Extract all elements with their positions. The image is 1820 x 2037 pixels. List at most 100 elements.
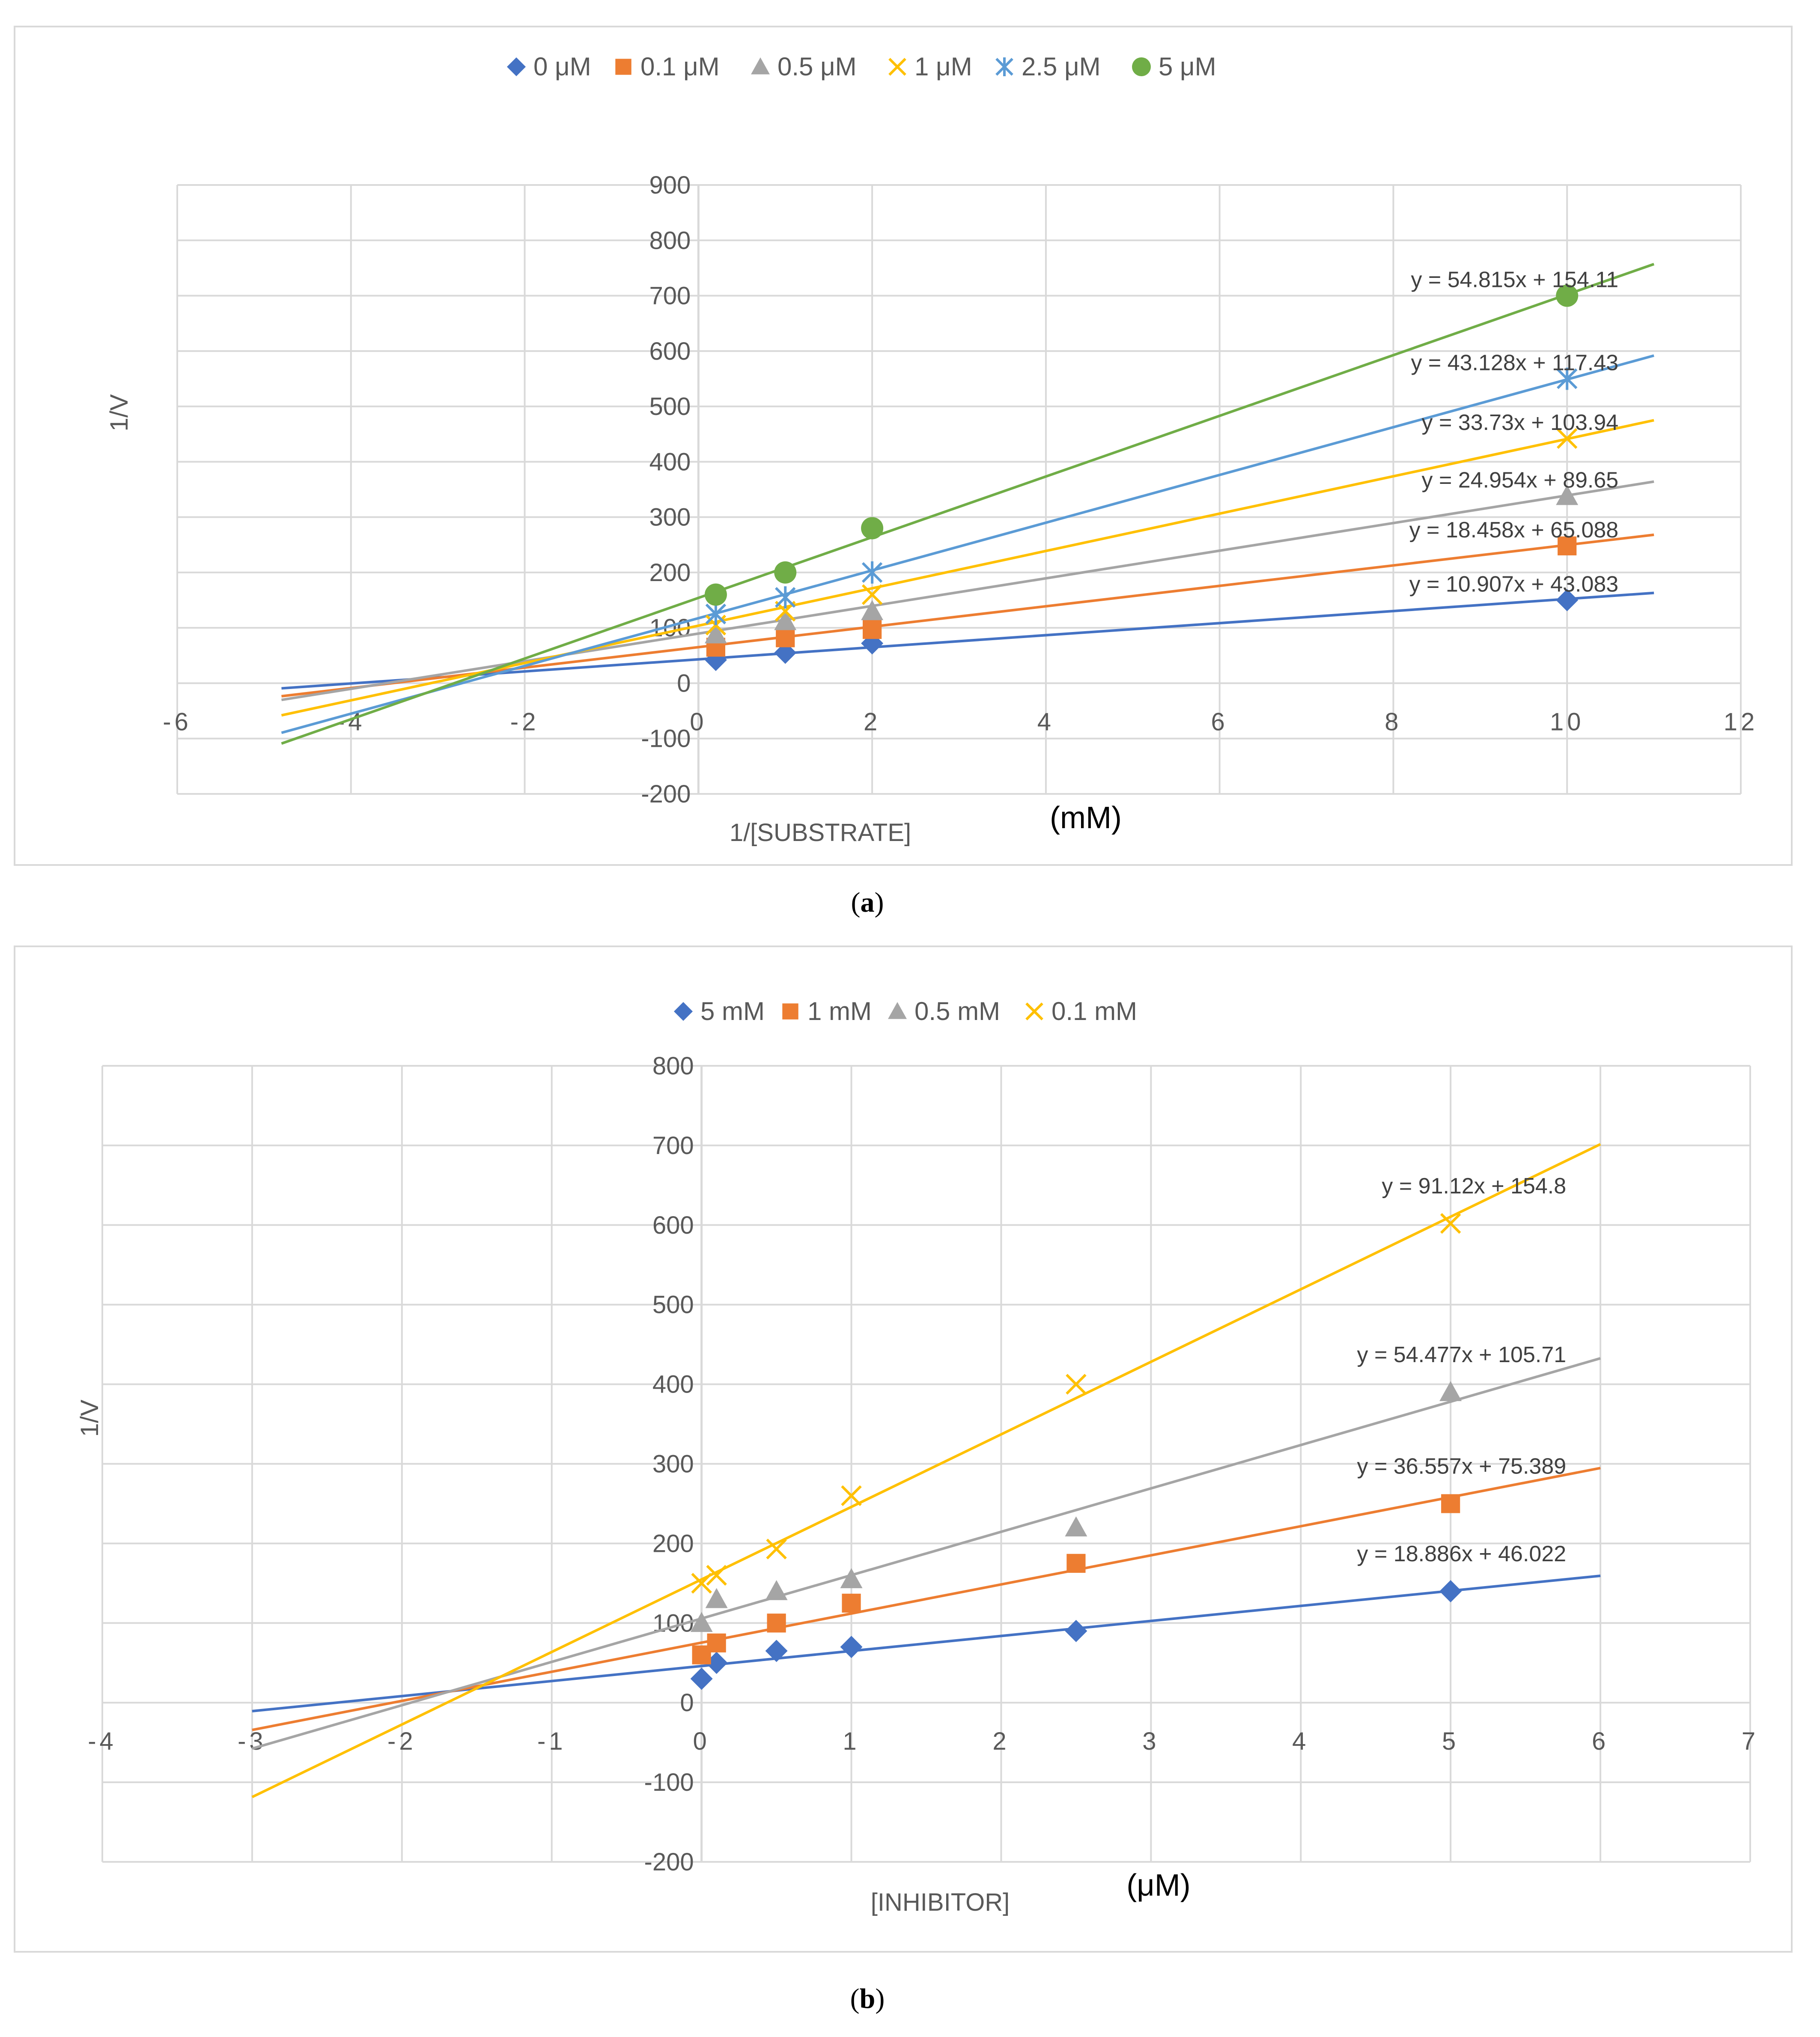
legend-marker bbox=[995, 57, 1013, 76]
data-point bbox=[1556, 367, 1578, 390]
trendline-equation: y = 18.886x + 46.022 bbox=[1357, 1542, 1567, 1566]
data-point bbox=[706, 1565, 727, 1586]
y-tick-label: 400 bbox=[652, 1371, 694, 1399]
y-tick-label: 800 bbox=[652, 1052, 694, 1080]
legend-marker bbox=[615, 59, 631, 75]
data-point bbox=[842, 1593, 861, 1613]
x-tick-label: 6 bbox=[1211, 708, 1228, 736]
legend-item: 0.1 mM bbox=[1025, 997, 1137, 1026]
trendline-equation: y = 18.458x + 65.088 bbox=[1409, 518, 1619, 543]
legend: 0 μM 0.1 μM 0.5 μM 1 μM 2.5 μM 5 μM bbox=[507, 52, 1216, 81]
trendlines bbox=[251, 1143, 1601, 1798]
x-axis-title: [INHIBITOR] bbox=[871, 1888, 1010, 1916]
x-axis-unit: (μM) bbox=[1126, 1868, 1190, 1903]
data-point bbox=[1066, 1374, 1087, 1395]
x-tick-label: -6 bbox=[163, 708, 192, 736]
data-point bbox=[774, 561, 797, 584]
x-tick-label: 4 bbox=[1292, 1727, 1309, 1755]
data-point bbox=[1441, 1494, 1460, 1513]
x-tick-label: -4 bbox=[88, 1727, 117, 1755]
y-tick-label: 300 bbox=[652, 1450, 694, 1478]
y-tick-label: 600 bbox=[652, 1211, 694, 1239]
data-point bbox=[691, 1573, 712, 1594]
data-point bbox=[690, 1667, 713, 1690]
y-tick-label: 600 bbox=[649, 337, 691, 365]
y-tick-label: 200 bbox=[649, 559, 691, 587]
legend-marker bbox=[888, 1002, 907, 1019]
legend-item: 1 mM bbox=[782, 997, 872, 1026]
data-point bbox=[705, 602, 727, 625]
gridlines bbox=[176, 184, 1742, 795]
y-tick-label: -100 bbox=[644, 1769, 694, 1796]
y-tick-label: -200 bbox=[641, 780, 691, 808]
trendline bbox=[281, 591, 1654, 690]
y-tick-label: 800 bbox=[649, 227, 691, 254]
legend-marker bbox=[1132, 57, 1151, 76]
trendline-equation: y = 54.815x + 154.11 bbox=[1411, 268, 1618, 292]
data-point bbox=[774, 586, 796, 609]
x-tick-label: 1 bbox=[843, 1727, 860, 1755]
x-tick-label: 4 bbox=[1037, 708, 1054, 736]
data-point bbox=[1556, 284, 1579, 307]
x-tick-label: -3 bbox=[238, 1727, 267, 1755]
data-point bbox=[1065, 1516, 1087, 1537]
x-tick-label: -1 bbox=[537, 1727, 566, 1755]
x-tick-label: 2 bbox=[864, 708, 881, 736]
data-point bbox=[1556, 589, 1579, 611]
y-tick-label: 0 bbox=[680, 1689, 694, 1717]
legend-item: 5 mM bbox=[674, 997, 765, 1026]
caption-b: (b) bbox=[850, 1983, 885, 2014]
data-point bbox=[690, 1612, 713, 1632]
legend-label: 5 μM bbox=[1159, 52, 1216, 81]
y-tick-label: 900 bbox=[649, 171, 691, 199]
data-point bbox=[1065, 1619, 1087, 1642]
legend-label: 0.1 mM bbox=[1051, 997, 1137, 1026]
trendline bbox=[281, 262, 1655, 745]
legend-item: 0.5 mM bbox=[888, 997, 1000, 1026]
y-tick-label: 500 bbox=[652, 1291, 694, 1319]
legend-item: 0.5 μM bbox=[751, 52, 857, 81]
trendline bbox=[252, 1467, 1601, 1731]
data-point bbox=[765, 1640, 788, 1662]
x-tick-label: 7 bbox=[1742, 1727, 1759, 1755]
data-point bbox=[776, 628, 795, 647]
legend-marker bbox=[507, 57, 526, 76]
legend-item: 5 μM bbox=[1132, 52, 1216, 81]
chart-panel-b: -200 -100 0 100 200 300 400 500 600 700 800 -4 -3 -2-… bbox=[14, 945, 1793, 1953]
data-point bbox=[1439, 1381, 1462, 1401]
data-point bbox=[861, 584, 883, 605]
data-point bbox=[704, 623, 727, 644]
trendline-equation: y = 43.128x + 117.43 bbox=[1411, 350, 1618, 375]
x-tick-label: 3 bbox=[1142, 1727, 1159, 1755]
x-tick-label: 10 bbox=[1550, 708, 1585, 736]
legend-label: 0.5 μM bbox=[777, 52, 857, 81]
legend-label: 5 mM bbox=[700, 997, 765, 1026]
trendline bbox=[251, 1143, 1601, 1798]
data-point bbox=[1558, 536, 1577, 555]
legend-marker bbox=[1025, 1002, 1043, 1020]
trendlines bbox=[281, 262, 1655, 745]
trendline-equation: y = 10.907x + 43.083 bbox=[1409, 572, 1619, 597]
legend-marker bbox=[751, 57, 770, 75]
data-point bbox=[767, 1613, 786, 1633]
data-point bbox=[861, 517, 884, 540]
legend-marker bbox=[782, 1003, 798, 1020]
legend-item: 0 μM bbox=[507, 52, 591, 81]
legend-label: 1 mM bbox=[807, 997, 872, 1026]
data-point bbox=[863, 620, 882, 639]
trendline-equation: y = 24.954x + 89.65 bbox=[1422, 468, 1619, 493]
x-tick-label: -2 bbox=[510, 708, 539, 736]
data-points bbox=[690, 1213, 1462, 1690]
data-point bbox=[774, 610, 797, 630]
x-tick-label: 12 bbox=[1724, 708, 1758, 736]
x-tick-label: 5 bbox=[1442, 1727, 1459, 1755]
legend-item: 0.1 μM bbox=[615, 52, 720, 81]
x-tick-label: 6 bbox=[1592, 1727, 1609, 1755]
x-tick-label: -2 bbox=[387, 1727, 417, 1755]
data-point bbox=[861, 600, 884, 620]
y-tick-label: 400 bbox=[649, 448, 691, 476]
legend-marker bbox=[674, 1002, 693, 1021]
